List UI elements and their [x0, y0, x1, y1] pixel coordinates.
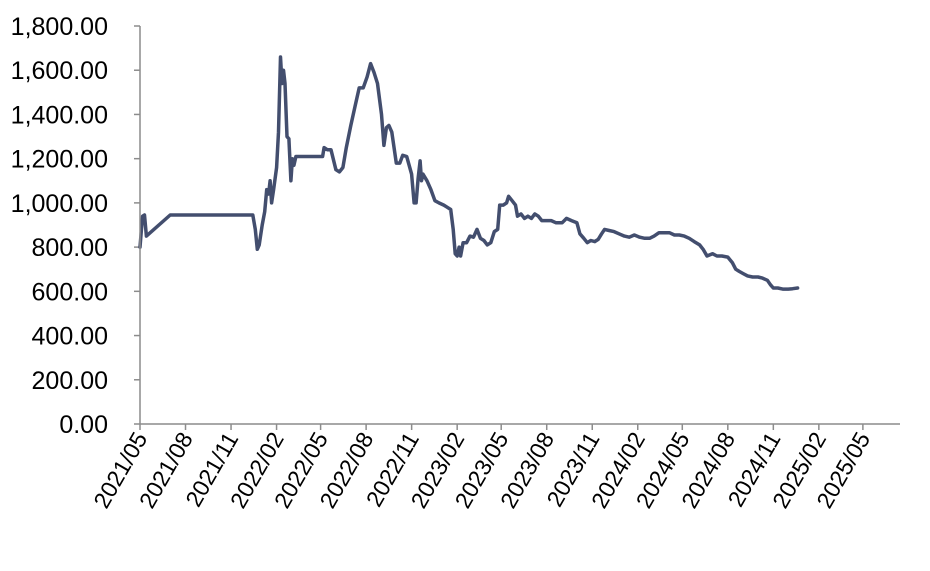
y-tick-label: 1,800.00: [11, 13, 108, 41]
y-tick-label: 1,200.00: [11, 146, 108, 174]
series-line: [138, 55, 800, 291]
y-tick-label: 1,400.00: [11, 101, 108, 129]
y-axis-ticks: 0.00 200.00 400.00 600.00 800.00 1,000.00 1,20…: [11, 13, 140, 439]
y-tick-label: 400.00: [32, 323, 108, 351]
series-layer: [138, 55, 800, 291]
y-tick-label: 1,600.00: [11, 57, 108, 85]
y-tick-label: 800.00: [32, 234, 108, 262]
y-tick-label: 1,000.00: [11, 190, 108, 218]
y-tick-label: 0.00: [59, 411, 108, 439]
y-tick-label: 200.00: [32, 367, 108, 395]
y-tick-label: 600.00: [32, 278, 108, 306]
x-axis-ticks: 2021/052021/082021/112022/022022/052022/…: [88, 424, 875, 513]
